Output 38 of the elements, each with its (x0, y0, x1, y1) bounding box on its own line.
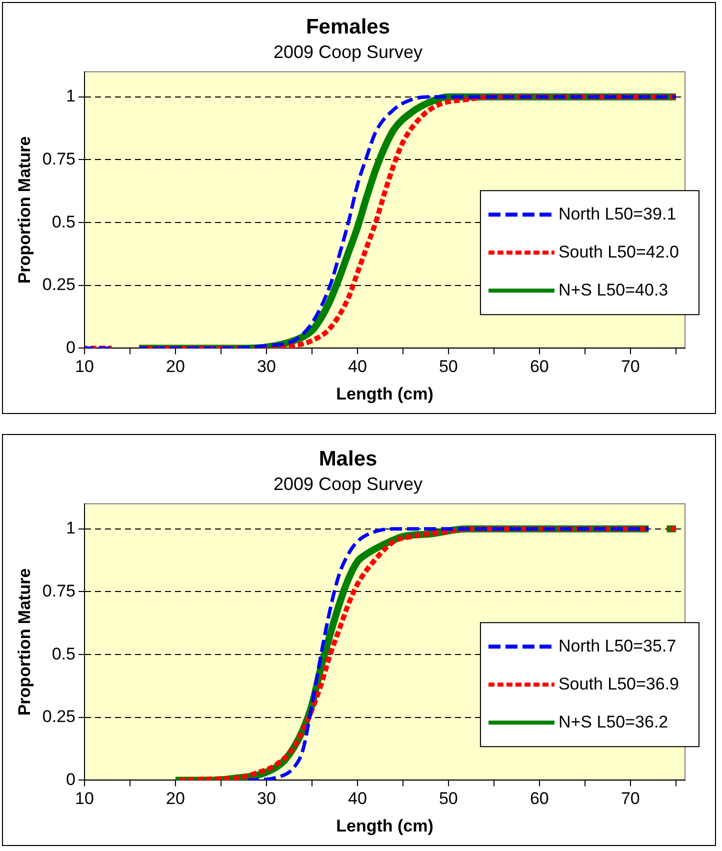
x-tick-label: 40 (348, 357, 367, 376)
y-tick-label: 0 (66, 338, 76, 357)
y-tick-label: 0.75 (42, 149, 76, 168)
legend-label: North L50=39.1 (558, 204, 676, 224)
x-tick-label: 60 (530, 789, 549, 808)
x-tick-label: 20 (166, 357, 185, 376)
x-tick-label: 70 (620, 357, 640, 376)
x-tick-label: 10 (75, 789, 94, 808)
x-tick-label: 50 (438, 357, 458, 376)
x-axis-title: Length (cm) (336, 384, 434, 404)
x-tick-label: 70 (620, 789, 640, 808)
legend-label: N+S L50=36.2 (558, 712, 668, 732)
y-tick-label: 0.25 (42, 275, 76, 294)
y-tick-label: 0.5 (52, 644, 76, 664)
legend-label: South L50=42.0 (558, 242, 680, 262)
x-axis-title: Length (cm) (336, 816, 434, 836)
y-axis-title: Proportion Mature (14, 136, 34, 284)
y-tick-label: 0 (66, 770, 76, 789)
x-tick-label: 50 (438, 789, 458, 808)
y-tick-label: 0.75 (42, 581, 76, 600)
chart-title: Females (306, 15, 390, 38)
chart-subtitle: 2009 Coop Survey (273, 474, 423, 494)
x-tick-label: 20 (166, 789, 185, 808)
y-axis-title: Proportion Mature (14, 568, 34, 716)
legend-label: N+S L50=40.3 (558, 280, 668, 300)
legend-label: South L50=36.9 (558, 674, 680, 694)
x-tick-label: 60 (530, 357, 549, 376)
x-tick-label: 40 (348, 789, 367, 808)
x-tick-label: 30 (257, 357, 276, 376)
y-tick-label: 1 (66, 518, 76, 538)
chart-subtitle: 2009 Coop Survey (273, 42, 423, 62)
legend-label: North L50=35.7 (558, 636, 676, 656)
x-tick-label: 10 (75, 357, 94, 376)
y-tick-label: 0.25 (42, 707, 76, 726)
chart-title: Males (318, 447, 378, 470)
y-tick-label: 0.5 (52, 212, 76, 232)
y-tick-label: 1 (66, 86, 76, 106)
x-tick-label: 30 (257, 789, 276, 808)
